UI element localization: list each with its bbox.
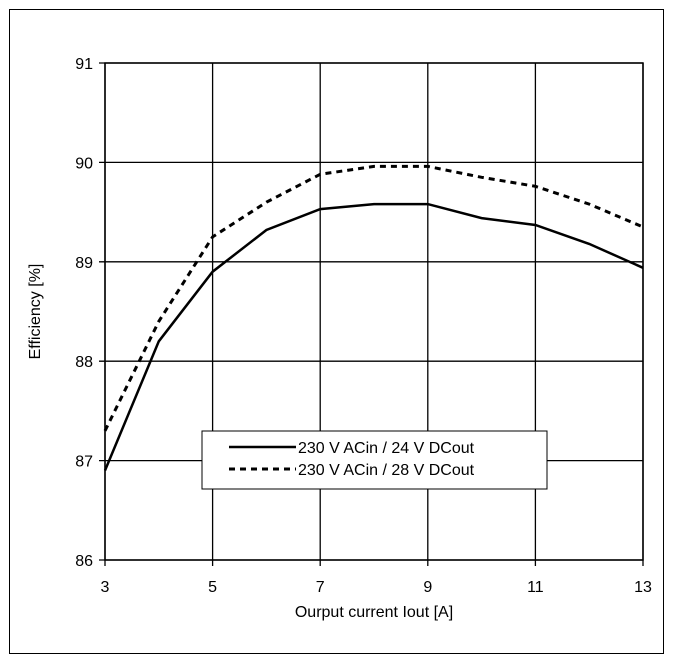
legend-entry-28v: 230 V ACin / 28 V DCout [298,462,475,479]
x-tick-labels: 3 5 7 9 11 13 [101,579,652,596]
legend-entry-24v: 230 V ACin / 24 V DCout [298,440,475,457]
plot-area [104,62,644,561]
series-line-solid [103,202,644,471]
x-tick-label: 7 [316,579,325,596]
legend-box [201,430,548,490]
legend: 230 V ACin / 24 V DCout 230 V ACin / 28 … [201,430,548,490]
x-axis-label: Ourput current Iout [A] [295,604,453,621]
chart-frame [9,9,664,654]
x-tick-label: 11 [527,579,544,596]
x-tick-label: 9 [423,579,432,596]
x-tick-label: 3 [101,579,110,596]
y-tick-label: 91 [75,56,93,73]
series-lines [103,164,644,471]
y-tick-labels: 86 87 88 89 90 91 [75,56,93,570]
x-tick-label: 13 [634,579,652,596]
y-tick-label: 87 [75,454,93,471]
y-tick-label: 88 [75,354,93,371]
series-line-dashed [103,164,644,432]
y-axis-label: Efficiency [%] [27,264,44,360]
y-tick-label: 86 [75,553,93,570]
y-tick-label: 90 [75,155,93,172]
x-tick-label: 5 [208,579,217,596]
y-tick-label: 89 [75,255,93,272]
